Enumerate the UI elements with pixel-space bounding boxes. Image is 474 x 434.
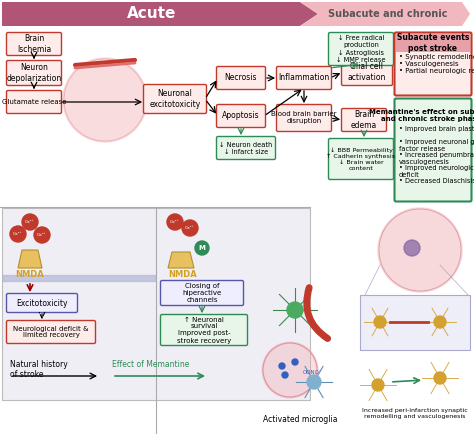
FancyBboxPatch shape: [217, 137, 275, 160]
Text: • Partial neurologic recovery: • Partial neurologic recovery: [399, 68, 474, 74]
Polygon shape: [300, 2, 470, 26]
Text: ↓ BBB Permeability
↑ Cadherin synthesis
↓ Brain water
content: ↓ BBB Permeability ↑ Cadherin synthesis …: [327, 148, 396, 171]
Text: • Decreased Diaschisis: • Decreased Diaschisis: [399, 178, 474, 184]
Text: Excitotoxicity: Excitotoxicity: [16, 299, 68, 308]
FancyArrowPatch shape: [307, 288, 328, 339]
Circle shape: [378, 208, 462, 292]
FancyBboxPatch shape: [161, 280, 244, 306]
Text: • Improved neuronal growth
factor release: • Improved neuronal growth factor releas…: [399, 139, 474, 152]
Text: ↑ Neuronal
survival
Improved post-
stroke recovery: ↑ Neuronal survival Improved post- strok…: [177, 316, 231, 343]
Text: Glial cell
activation: Glial cell activation: [348, 62, 386, 82]
Text: Ca²⁺: Ca²⁺: [13, 232, 23, 236]
FancyBboxPatch shape: [7, 33, 62, 56]
Circle shape: [279, 363, 285, 369]
FancyBboxPatch shape: [7, 60, 62, 85]
Circle shape: [434, 316, 446, 328]
Text: Subacute and chronic: Subacute and chronic: [328, 9, 448, 19]
Circle shape: [292, 359, 298, 365]
Circle shape: [434, 372, 446, 384]
Circle shape: [372, 379, 384, 391]
Text: Ca²⁺: Ca²⁺: [185, 226, 195, 230]
Circle shape: [262, 342, 318, 398]
Text: Neurological deficit &
limited recovery: Neurological deficit & limited recovery: [13, 326, 89, 339]
Circle shape: [195, 241, 209, 255]
FancyBboxPatch shape: [394, 99, 472, 201]
Polygon shape: [2, 2, 318, 26]
Text: ↓ Free radical
production
↓ Astrogliosis
↓ MMP release: ↓ Free radical production ↓ Astrogliosis…: [336, 36, 386, 62]
FancyBboxPatch shape: [341, 59, 392, 85]
Text: • Vasculogenesis: • Vasculogenesis: [399, 61, 459, 67]
Text: NMDA: NMDA: [169, 270, 197, 279]
FancyBboxPatch shape: [328, 33, 393, 66]
Text: Neuronal
excitotoxicity: Neuronal excitotoxicity: [149, 89, 201, 108]
Circle shape: [282, 372, 288, 378]
Text: Apoptosis: Apoptosis: [222, 112, 260, 121]
FancyBboxPatch shape: [161, 315, 247, 345]
FancyBboxPatch shape: [276, 66, 331, 89]
Text: OONO⁻: OONO⁻: [303, 371, 323, 375]
Text: • Improved neurological
deficit: • Improved neurological deficit: [399, 165, 474, 178]
Text: Ca²⁺: Ca²⁺: [170, 220, 180, 224]
Text: Brain
edema: Brain edema: [351, 110, 377, 130]
Text: Memantine's effect on subacute
and chronic stroke phases: Memantine's effect on subacute and chron…: [369, 109, 474, 122]
Text: Brain
Ischemia: Brain Ischemia: [17, 34, 51, 54]
FancyBboxPatch shape: [7, 91, 62, 114]
Text: Ca²⁺: Ca²⁺: [25, 220, 35, 224]
FancyBboxPatch shape: [328, 138, 393, 180]
Text: Increased peri-infarction synaptic
remodelling and vasculogenesis: Increased peri-infarction synaptic remod…: [362, 408, 468, 419]
Text: Acute: Acute: [128, 7, 177, 22]
Circle shape: [287, 302, 303, 318]
Text: • Improved brain plasticity: • Improved brain plasticity: [399, 126, 474, 132]
Text: ↓ Neuron death
↓ Infarct size: ↓ Neuron death ↓ Infarct size: [219, 141, 273, 155]
Circle shape: [182, 220, 198, 236]
Text: Natural history
of stroke: Natural history of stroke: [10, 360, 68, 379]
Text: Blood brain barrier
disruption: Blood brain barrier disruption: [271, 112, 337, 125]
FancyBboxPatch shape: [144, 85, 207, 114]
Text: Activated microglia: Activated microglia: [263, 415, 337, 424]
FancyBboxPatch shape: [217, 105, 265, 128]
FancyBboxPatch shape: [7, 293, 78, 312]
FancyBboxPatch shape: [7, 320, 95, 343]
Circle shape: [34, 227, 50, 243]
FancyBboxPatch shape: [2, 208, 310, 400]
Text: Effect of Memantine: Effect of Memantine: [112, 360, 190, 369]
Circle shape: [307, 375, 321, 389]
FancyBboxPatch shape: [394, 33, 472, 95]
FancyBboxPatch shape: [341, 108, 386, 132]
FancyBboxPatch shape: [396, 34, 470, 52]
Text: • Increased penumbral
vasculogenesis: • Increased penumbral vasculogenesis: [399, 152, 474, 165]
Circle shape: [374, 316, 386, 328]
Text: Closing of
hiperactive
channels: Closing of hiperactive channels: [182, 283, 222, 303]
Circle shape: [22, 214, 38, 230]
Text: NMDA: NMDA: [16, 270, 45, 279]
Circle shape: [10, 226, 26, 242]
Circle shape: [167, 214, 183, 230]
Circle shape: [404, 240, 420, 256]
Text: M: M: [199, 245, 205, 251]
Text: Ca²⁺: Ca²⁺: [37, 233, 47, 237]
FancyBboxPatch shape: [217, 66, 265, 89]
Text: Necrosis: Necrosis: [225, 73, 257, 82]
Text: • Synaptic remodeling: • Synaptic remodeling: [399, 54, 474, 60]
FancyBboxPatch shape: [276, 105, 331, 132]
Circle shape: [63, 58, 147, 142]
Polygon shape: [168, 252, 194, 268]
Text: Subacute events
post stroke: Subacute events post stroke: [397, 33, 469, 53]
Text: Glutamate release: Glutamate release: [2, 99, 66, 105]
Text: Neuron
depolarization: Neuron depolarization: [6, 63, 62, 83]
FancyBboxPatch shape: [360, 295, 470, 350]
Polygon shape: [18, 250, 42, 268]
Text: Inflammation: Inflammation: [278, 73, 329, 82]
